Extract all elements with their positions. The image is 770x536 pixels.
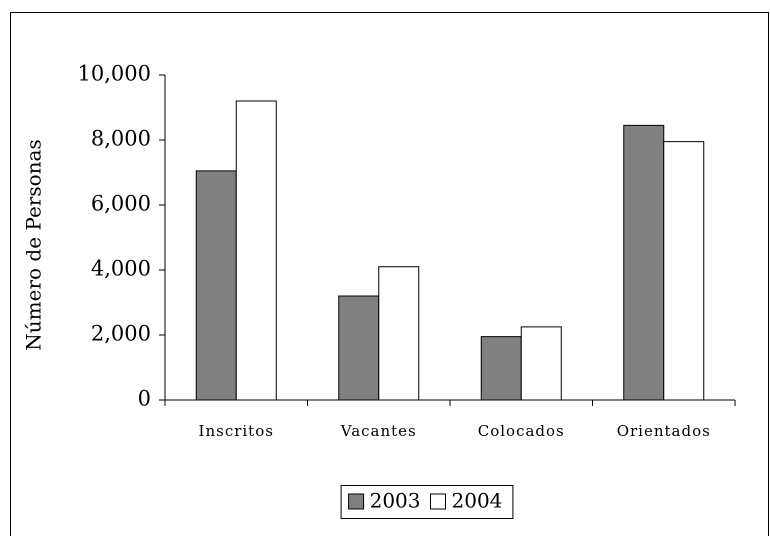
bar <box>338 295 380 401</box>
y-tick-label: 8,000 <box>91 127 151 151</box>
bar <box>378 266 420 401</box>
legend-swatch <box>430 493 446 510</box>
y-tick-label: 10,000 <box>78 62 151 86</box>
legend: 2003 2004 <box>340 485 514 519</box>
legend-swatch <box>348 493 365 510</box>
bar <box>235 100 277 401</box>
y-tick-label: 4,000 <box>91 257 151 281</box>
x-tick-label: Orientados <box>617 422 711 440</box>
x-tick-label: Inscritos <box>199 422 274 440</box>
y-tick-label: 2,000 <box>91 322 151 346</box>
legend-label: 2003 <box>370 489 421 513</box>
frame <box>10 12 769 536</box>
y-tick-label: 0 <box>138 387 151 411</box>
x-tick-label: Vacantes <box>340 422 417 440</box>
x-tick-label: Colocados <box>478 422 565 440</box>
y-axis-label: Número de Personas <box>22 139 46 350</box>
legend-box <box>340 485 514 519</box>
bar <box>663 141 705 401</box>
legend-label: 2004 <box>452 489 503 513</box>
bar <box>480 336 522 401</box>
bar <box>623 124 665 401</box>
bar <box>520 326 562 401</box>
y-tick-label: 6,000 <box>91 192 151 216</box>
bar <box>195 170 237 401</box>
